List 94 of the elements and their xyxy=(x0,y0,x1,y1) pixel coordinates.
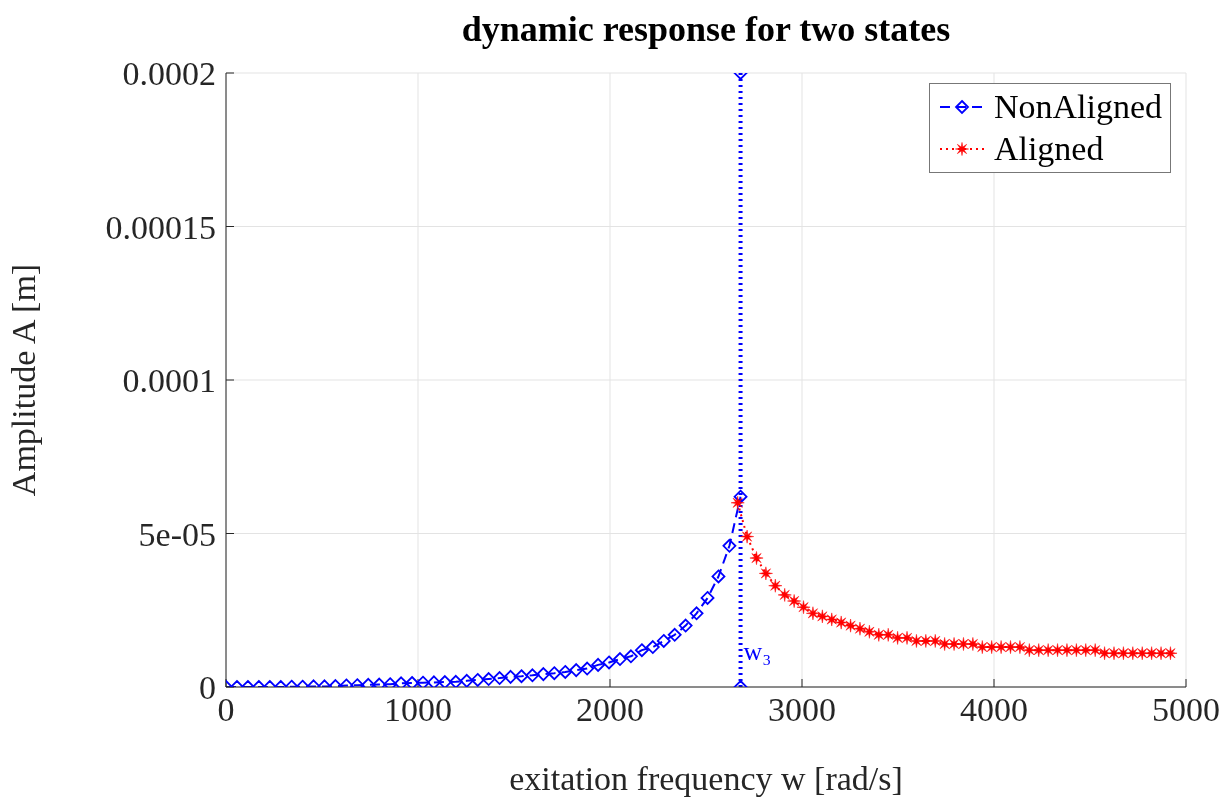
x-axis-title: exitation frequency w [rad/s] xyxy=(509,760,903,797)
y-tick-label: 0.0001 xyxy=(122,362,216,400)
point xyxy=(536,667,551,682)
legend-label: Aligned xyxy=(993,129,1104,169)
point xyxy=(525,668,540,683)
point xyxy=(1022,643,1037,658)
point xyxy=(1031,643,1046,658)
point xyxy=(918,634,933,648)
point xyxy=(1060,643,1074,658)
point xyxy=(975,640,990,654)
point xyxy=(689,606,704,621)
point xyxy=(667,627,682,642)
point xyxy=(1116,646,1131,661)
point xyxy=(759,566,773,581)
point xyxy=(994,640,1008,654)
x-tick-label: 1000 xyxy=(384,691,452,729)
point xyxy=(834,615,849,630)
point xyxy=(1097,646,1112,661)
point xyxy=(1144,646,1159,661)
point xyxy=(558,665,573,679)
point xyxy=(787,594,801,608)
point xyxy=(1050,643,1065,658)
point xyxy=(730,495,745,510)
point xyxy=(394,676,408,687)
point xyxy=(1135,646,1150,661)
point xyxy=(700,591,715,605)
point xyxy=(405,676,419,687)
point xyxy=(678,618,693,633)
point xyxy=(777,588,792,602)
point xyxy=(909,634,924,648)
point xyxy=(503,669,518,684)
point xyxy=(900,631,914,645)
chart-title: dynamic response for two states xyxy=(460,8,952,50)
point xyxy=(437,675,452,687)
point xyxy=(1125,646,1140,661)
point xyxy=(928,634,943,648)
point xyxy=(656,634,671,648)
y-tick-label: 5e-05 xyxy=(138,515,216,553)
y-tick-label: 0.0002 xyxy=(122,55,216,93)
annotation: w₃ xyxy=(743,637,772,667)
point xyxy=(881,627,896,642)
point xyxy=(1088,643,1103,658)
point xyxy=(427,675,441,687)
point xyxy=(815,609,830,624)
point xyxy=(1078,643,1093,658)
point xyxy=(890,631,905,645)
x-tick-label: 4000 xyxy=(960,691,1028,729)
point xyxy=(1069,643,1084,658)
point xyxy=(1107,646,1121,661)
point xyxy=(853,621,867,636)
point xyxy=(956,637,971,651)
point xyxy=(740,529,754,544)
y-axis-title: Amplitude A [m] xyxy=(5,263,43,497)
point xyxy=(459,673,474,687)
point xyxy=(591,658,605,672)
point xyxy=(1003,640,1018,654)
point xyxy=(416,675,430,687)
point xyxy=(749,551,764,565)
point xyxy=(634,643,649,658)
x-tick-label: 5000 xyxy=(1152,691,1220,729)
point xyxy=(733,489,748,504)
point xyxy=(602,655,616,670)
point xyxy=(722,538,737,553)
y-tick-label: 0.00015 xyxy=(105,208,216,246)
point xyxy=(711,569,726,584)
point xyxy=(613,652,627,666)
point xyxy=(768,578,783,593)
point xyxy=(492,671,507,685)
point xyxy=(871,627,886,642)
point xyxy=(470,673,485,687)
point xyxy=(569,663,584,678)
point xyxy=(1013,640,1027,654)
point xyxy=(1163,646,1178,661)
point xyxy=(514,669,529,684)
point xyxy=(624,649,638,664)
point xyxy=(645,640,660,654)
point xyxy=(481,672,496,686)
point xyxy=(984,640,999,654)
point xyxy=(947,637,961,651)
point xyxy=(1041,643,1055,658)
x-tick-label: 3000 xyxy=(768,691,836,729)
point xyxy=(580,661,595,676)
point xyxy=(966,637,980,651)
point xyxy=(448,674,463,687)
x-tick-label: 2000 xyxy=(576,691,644,729)
point xyxy=(547,666,562,681)
point xyxy=(843,618,858,633)
point xyxy=(1154,646,1168,661)
point xyxy=(862,624,877,639)
point xyxy=(796,600,811,615)
point xyxy=(824,612,839,627)
point xyxy=(806,606,820,621)
legend-label: NonAligned xyxy=(993,87,1162,127)
point xyxy=(937,637,952,651)
